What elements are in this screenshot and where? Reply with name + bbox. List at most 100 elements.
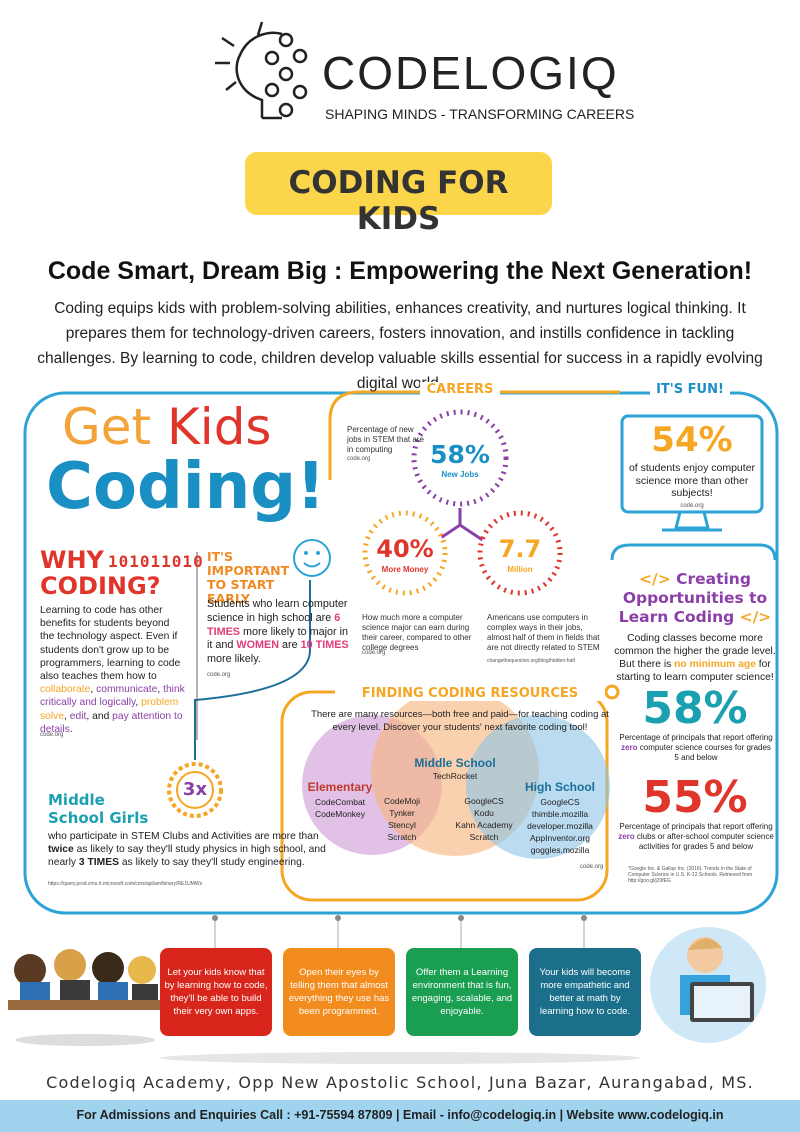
- girls-title: Middle School Girls: [48, 791, 149, 827]
- venn-item: developer.mozilla: [527, 821, 593, 831]
- stat-label: More Money: [381, 565, 429, 574]
- venn-circle: [466, 715, 610, 859]
- why-title: CODING?: [40, 572, 161, 600]
- contact-bar: [0, 1100, 800, 1132]
- venn-items: GoogleCS thimble.mozilla developer.mozilla…: [515, 796, 605, 856]
- text-segment: collaborate: [40, 684, 91, 696]
- start-early-body: Students who learn computer science in h…: [207, 598, 349, 667]
- venn-item: GoogleCS: [540, 797, 580, 807]
- text-segment: pay attention to details: [40, 710, 183, 735]
- text-segment: 3 TIMES: [78, 857, 119, 868]
- intro: Coding equips kids with problem-solving …: [37, 300, 763, 392]
- tags: [160, 915, 641, 1064]
- source: changethequestion.org/blog/hidden-half: [487, 658, 575, 664]
- venn-item: Kahn Academy: [455, 820, 513, 830]
- venn-title: High School: [525, 780, 595, 794]
- venn-item: goggles.mozilla: [530, 845, 590, 855]
- kids-illustration: [8, 949, 163, 1046]
- text-segment: Get: [62, 398, 168, 456]
- source: code.org: [347, 456, 371, 462]
- girls-body: who participate in STEM Clubs and Activi…: [48, 830, 333, 869]
- text-segment: ,: [157, 684, 164, 696]
- fun-heading: IT'S FUN!: [650, 382, 730, 397]
- stat-label: Million: [507, 565, 533, 574]
- text-segment: ,: [64, 710, 70, 722]
- venn-title: Middle School: [414, 756, 496, 770]
- venn-item: Stencyl: [388, 820, 416, 830]
- venn-item: Kodu: [474, 808, 494, 818]
- stat-value: 7.7: [498, 535, 542, 563]
- badge-bg: [245, 152, 552, 215]
- text-segment: zero: [621, 743, 638, 752]
- opportunities-title: </> Creating Opportunities to Learn Codi…: [612, 570, 778, 627]
- text-segment: </>: [734, 608, 772, 626]
- contact: For Admissions and Enquiries Call : +91-…: [76, 1108, 724, 1122]
- stat-value: 58%: [642, 683, 748, 734]
- text-segment: </>: [639, 570, 677, 588]
- venn-item: TechRocket: [432, 771, 478, 781]
- venn-item: CodeMonkey: [314, 809, 366, 819]
- stat-body: Percentage of principals that report off…: [618, 822, 774, 852]
- divider: [610, 543, 777, 561]
- text-segment: ,: [90, 684, 97, 696]
- text-segment: Students who learn computer science in h…: [207, 598, 348, 624]
- tag: Offer them a Learning environment that i…: [411, 967, 513, 1017]
- careers-line: [328, 390, 620, 480]
- smiley: [293, 539, 331, 577]
- text-segment: communicate: [96, 684, 158, 696]
- source: https://query.prod.cms.rt.microsoft.com/…: [48, 881, 203, 887]
- stat-circle: [411, 409, 509, 507]
- why-body: Learning to code has other benefits for …: [40, 604, 186, 736]
- venn-item: Scratch: [469, 832, 499, 842]
- venn-item: AppInventor.org: [529, 833, 590, 843]
- logo-icon: [215, 21, 308, 120]
- text-segment: Percentage of principals that report off…: [619, 822, 773, 831]
- stat-body: Percentage of principals that report off…: [618, 733, 774, 763]
- stat-circle: [477, 510, 563, 596]
- text-segment: Learning to code has other benefits for …: [40, 605, 181, 683]
- text-segment: Coding classes become more common the hi…: [614, 633, 776, 670]
- connector: [194, 580, 311, 760]
- text-segment: .: [69, 723, 73, 735]
- venn-item: Tynker: [389, 808, 415, 818]
- tag: Open their eyes by telling them that alm…: [288, 967, 390, 1017]
- stat-value: 54%: [651, 420, 733, 460]
- venn-item: GoogleCS: [464, 796, 504, 806]
- text-segment: no minimum age: [674, 659, 756, 670]
- venn-item: thimble.mozilla: [531, 809, 589, 819]
- text-segment: for starting to learn computer science!: [616, 659, 774, 683]
- headline: Code Smart, Dream Big : Empowering the N…: [47, 257, 753, 285]
- venn-items: CodeMoji Tynker Stencyl Scratch: [372, 795, 432, 843]
- text-segment: twice: [48, 844, 74, 855]
- text-segment: are: [279, 639, 301, 652]
- dot: [604, 684, 620, 700]
- source: code.org: [680, 503, 704, 509]
- text-segment: , and: [86, 710, 113, 722]
- text-segment: who participate in STEM Clubs and Activi…: [48, 831, 319, 842]
- source: code.org: [40, 732, 64, 738]
- text-segment: zero: [618, 832, 635, 841]
- venn-item: Scratch: [387, 832, 417, 842]
- why-title: WHY: [40, 546, 104, 574]
- text-segment: WOMEN: [236, 639, 280, 652]
- text-segment: think critically and logically: [40, 684, 185, 709]
- note: of students enjoy computer science more …: [628, 462, 756, 499]
- stat-value: 40%: [376, 535, 434, 563]
- address: Codelogiq Academy, Opp New Apostolic Sch…: [46, 1073, 754, 1092]
- title-line: Coding!: [46, 450, 326, 524]
- text-segment: 10 TIMES: [300, 639, 349, 652]
- source: code.org: [362, 650, 386, 656]
- text-segment: computer science courses for grades 5 an…: [637, 743, 771, 762]
- text-segment: ,: [135, 697, 142, 709]
- venn-items: CodeCombat CodeMonkey: [300, 796, 380, 820]
- text-segment: 6 TIMES: [207, 611, 341, 638]
- stat-label: New Jobs: [441, 470, 479, 479]
- boy-illustration: [650, 927, 766, 1043]
- source: *Google Inc. & Gallup Inc. (2016). Trend…: [628, 866, 753, 884]
- tag: Your kids will become more empathetic an…: [539, 967, 631, 1017]
- venn-item: CodeMoji: [384, 796, 420, 806]
- venn-title: Elementary: [307, 780, 373, 794]
- note: How much more a computer science major c…: [362, 613, 472, 652]
